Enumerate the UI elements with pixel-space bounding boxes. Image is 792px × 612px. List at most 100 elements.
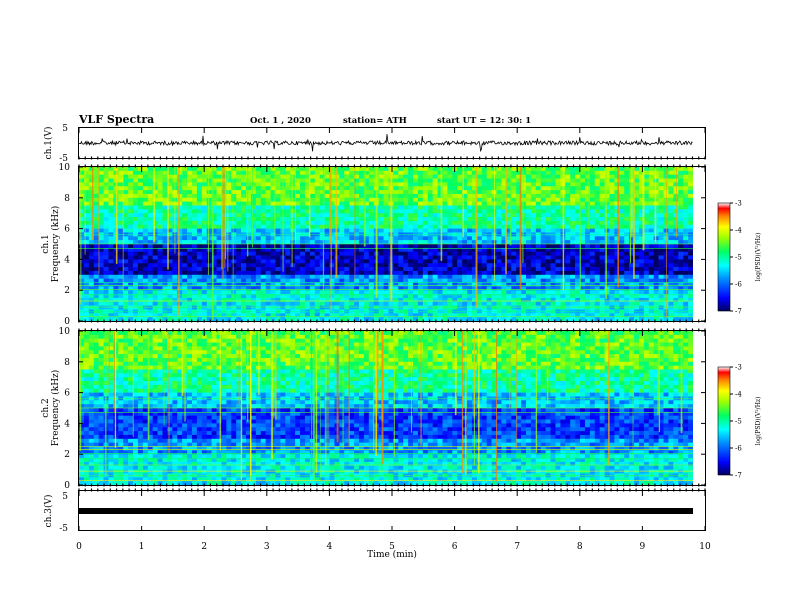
spec-cell	[152, 186, 158, 191]
spec-cell	[447, 244, 453, 249]
spec-cell	[565, 201, 571, 206]
spec-cell	[516, 209, 522, 214]
spec-cell	[638, 178, 645, 183]
spec-cell	[304, 270, 311, 276]
spec-cell	[648, 305, 654, 310]
spec-cell	[339, 294, 345, 299]
spec-cell	[118, 205, 124, 210]
spec-cell	[648, 286, 654, 291]
spec-cell	[344, 282, 350, 287]
spec-cell	[309, 228, 316, 233]
spec-cell	[319, 236, 325, 241]
spec-cell	[206, 170, 212, 175]
spec-cell	[300, 263, 306, 268]
spec-cell	[604, 182, 610, 187]
spec-cell	[118, 297, 124, 303]
spec-cell	[182, 263, 188, 268]
spec-cell	[172, 274, 178, 279]
spec-cell	[241, 305, 247, 310]
spec-cell	[324, 244, 330, 249]
spec-cell	[295, 274, 301, 279]
spec-cell	[98, 251, 104, 256]
spec-cell	[673, 278, 679, 283]
spec-cell	[314, 317, 320, 322]
spec-cell	[216, 297, 222, 303]
spec-cell	[363, 255, 370, 260]
spec-cell	[137, 193, 144, 199]
spec-cell	[584, 297, 591, 303]
spec-cell	[516, 170, 522, 175]
spec-cell	[570, 244, 576, 249]
spec-cell	[584, 224, 591, 229]
spec-cell	[629, 247, 635, 252]
spec-cell	[511, 244, 517, 249]
spec-cell	[481, 213, 487, 218]
spec-cell	[196, 274, 203, 279]
spec-cell	[393, 267, 399, 272]
spec-cell	[442, 301, 448, 306]
spec-cell	[201, 274, 208, 279]
spec-cell	[422, 278, 429, 283]
spec-cell	[309, 186, 316, 191]
spec-cell	[123, 205, 129, 210]
spec-cell	[437, 174, 443, 179]
spec-cell	[344, 259, 350, 264]
spec-cell	[447, 305, 453, 310]
spec-cell	[309, 201, 316, 206]
spec-cell	[246, 282, 252, 287]
spec-cell	[417, 267, 424, 272]
spec-cell	[221, 290, 227, 295]
spec-cell	[201, 301, 208, 306]
spec-cell	[344, 274, 350, 279]
spec-cell	[250, 278, 257, 283]
spec-cell	[241, 263, 247, 268]
spec-cell	[123, 251, 129, 256]
spec-cell	[584, 267, 591, 272]
spec-cell	[191, 170, 198, 175]
spec-cell	[98, 282, 104, 287]
spec-cell	[624, 186, 630, 191]
spec-cell	[540, 294, 546, 299]
spec-cell	[457, 251, 463, 256]
spec-cell	[196, 186, 203, 191]
spec-cell	[516, 178, 522, 183]
spec-cell	[246, 297, 252, 303]
spec-cell	[368, 174, 375, 179]
spec-cell	[98, 301, 104, 306]
spec-cell	[324, 313, 330, 318]
spec-cell	[501, 255, 507, 260]
spec-cell	[221, 270, 227, 276]
spec-cell	[152, 193, 158, 199]
spec-cell	[383, 228, 389, 233]
spec-cell	[634, 201, 640, 206]
spec-cell	[540, 305, 546, 310]
spec-cell	[108, 197, 114, 202]
spec-cell	[594, 301, 600, 306]
spec-cell	[427, 205, 433, 210]
spec-cell	[530, 301, 537, 306]
spec-cell	[467, 228, 473, 233]
spec-cell	[452, 193, 458, 199]
spec-cell	[201, 240, 208, 245]
spec-cell	[241, 228, 247, 233]
spec-cell	[501, 197, 507, 202]
spec-cell	[619, 228, 625, 233]
spec-cell	[683, 313, 689, 318]
spec-cell	[246, 205, 252, 210]
spec-cell	[393, 182, 399, 187]
spec-cell	[594, 213, 600, 218]
spec-cell	[275, 274, 281, 279]
spec-cell	[79, 182, 85, 187]
spec-cell	[634, 205, 640, 210]
spec-cell	[108, 301, 114, 306]
spec-cell	[349, 197, 355, 202]
spec-cell	[300, 193, 306, 199]
spec-cell	[437, 228, 443, 233]
spec-cell	[462, 186, 468, 191]
spec-cell	[275, 305, 281, 310]
spec-cell	[231, 263, 237, 268]
spec-cell	[152, 178, 158, 183]
spec-cell	[413, 244, 419, 249]
spec-cell	[486, 228, 492, 233]
spec-cell	[241, 205, 247, 210]
